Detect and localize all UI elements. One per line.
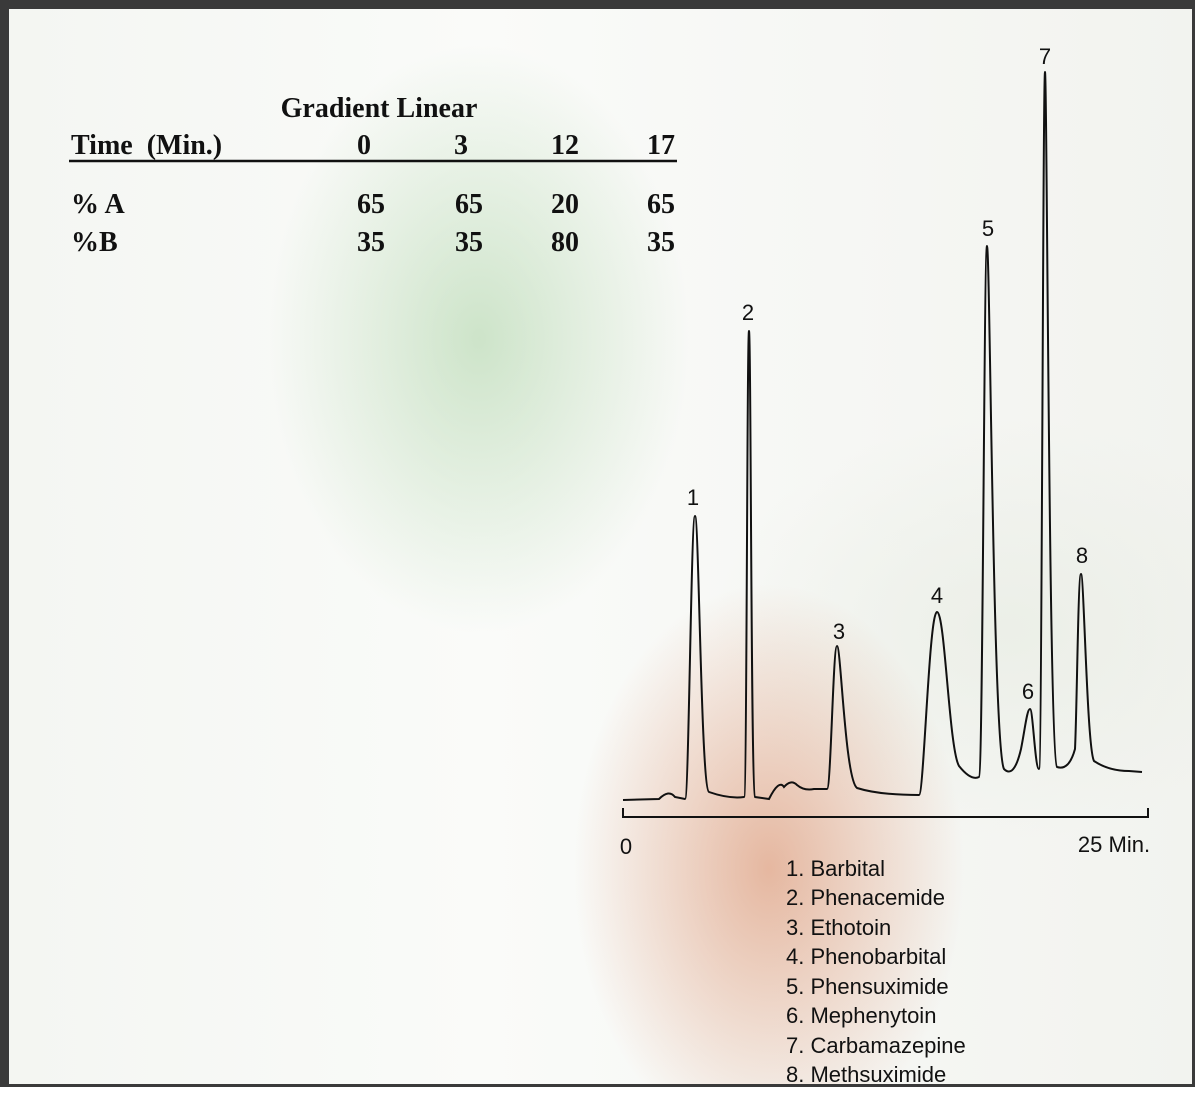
table-header: 17 (647, 130, 675, 161)
table-cell: 65 (357, 189, 385, 220)
table-cell: % A (71, 189, 125, 220)
peak-label: 2 (742, 300, 754, 325)
table-cell: 65 (455, 189, 483, 220)
table-header: 3 (454, 130, 468, 161)
table-header: 0 (357, 130, 371, 161)
peak-label: 7 (1039, 44, 1051, 69)
table-header: 12 (551, 130, 579, 161)
table-cell: 35 (647, 227, 675, 258)
legend-item: 4. Phenobarbital (786, 944, 946, 969)
legend-item: 1. Barbital (786, 856, 885, 881)
peak-label: 1 (687, 485, 699, 510)
table-title: Gradient Linear (281, 93, 478, 124)
peak-label: 4 (931, 583, 943, 608)
figure: Gradient Linear Time (Min.) 0 3 12 17 % … (9, 9, 1195, 1096)
peak-label: 5 (982, 216, 994, 241)
time-axis (623, 808, 1148, 817)
table-cell: 65 (647, 189, 675, 220)
table-cell: 35 (455, 227, 483, 258)
peak-label: 3 (833, 619, 845, 644)
legend-item: 3. Ethotoin (786, 915, 891, 940)
legend-item: 7. Carbamazepine (786, 1033, 966, 1058)
legend-item: 2. Phenacemide (786, 885, 945, 910)
table-cell: 35 (357, 227, 385, 258)
legend-item: 8. Methsuximide (786, 1062, 946, 1087)
axis-label: 25 Min. (1078, 832, 1150, 857)
peak-label: 8 (1076, 543, 1088, 568)
legend-item: 5. Phensuximide (786, 974, 949, 999)
chromatogram-trace (623, 72, 1142, 800)
axis-label: 0 (620, 834, 632, 859)
peak-label: 6 (1022, 679, 1034, 704)
table-cell: %B (71, 227, 118, 258)
table-header: Time (Min.) (71, 130, 222, 161)
page: Gradient Linear Time (Min.) 0 3 12 17 % … (0, 0, 1195, 1087)
legend-item: 6. Mephenytoin (786, 1003, 936, 1028)
table-cell: 20 (551, 189, 579, 220)
table-cell: 80 (551, 227, 579, 258)
